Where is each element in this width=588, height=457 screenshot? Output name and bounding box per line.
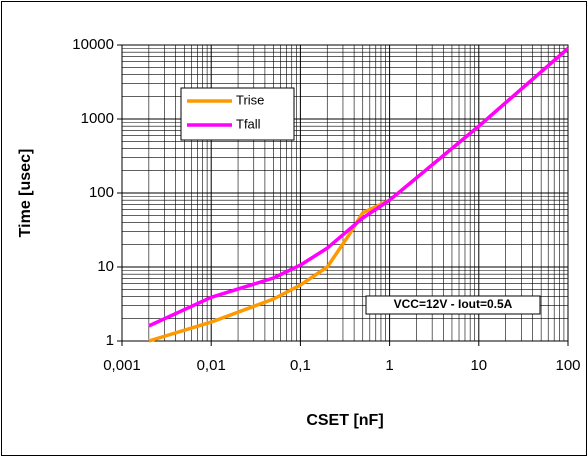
x-tick-label: 0,1 [290,357,311,374]
annotation: VCC=12V - Iout=0.5A [394,297,513,311]
legend-label: Tfall [236,116,261,131]
plot-border [121,44,569,342]
x-axis-label: CSET [nF] [306,412,383,429]
x-tick-label: 100 [555,357,580,374]
annotation-box [365,295,541,315]
y-tick-label: 100 [89,184,114,201]
y-tick-label: 10 [97,258,114,275]
legend-label: Trise [236,92,264,107]
x-tick-label: 10 [470,357,487,374]
x-tick-label: 0,01 [197,357,226,374]
legend-box [180,87,295,141]
y-tick-label: 1000 [81,110,114,127]
x-tick-label: 0,001 [103,357,141,374]
y-axis-label: Time [usec] [17,149,34,238]
x-tick-label: 1 [385,357,393,374]
series-line [148,47,570,328]
y-tick-label: 1 [106,332,114,349]
y-tick-label: 10000 [72,36,114,53]
